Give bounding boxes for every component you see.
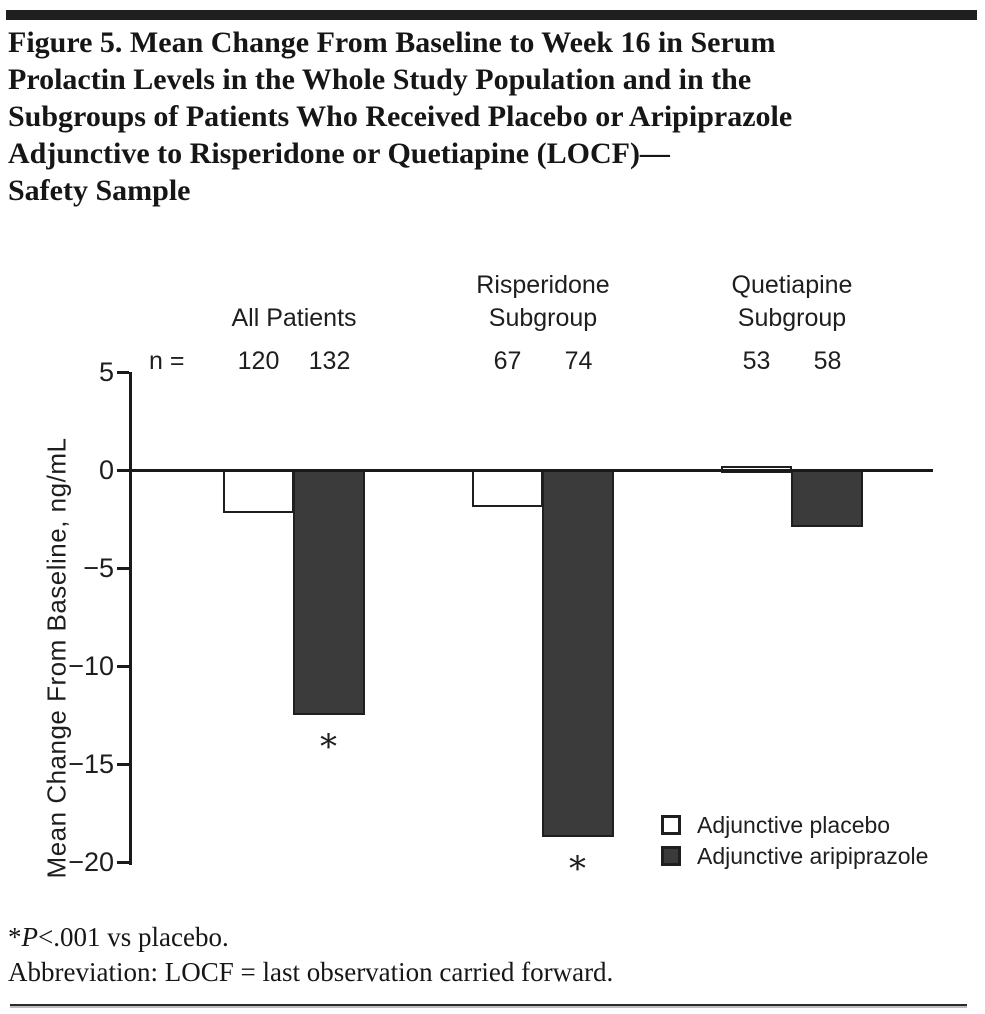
y-tick-label-1: 0 bbox=[98, 455, 114, 485]
bottom-rule bbox=[10, 1004, 967, 1006]
footnote-sig-p: P bbox=[21, 922, 39, 952]
y-tick-4 bbox=[117, 762, 129, 766]
y-tick-label-3: −10 bbox=[68, 651, 114, 681]
y-tick-label-0: 5 bbox=[98, 357, 114, 387]
sig-marker-group1: * bbox=[569, 848, 586, 889]
n-value-2-0: 53 bbox=[742, 347, 771, 375]
y-tick-label-5: −20 bbox=[68, 847, 114, 877]
group-label-2: Quetiapine Subgroup bbox=[731, 271, 853, 332]
y-tick-2 bbox=[117, 566, 129, 570]
n-value-0-1: 132 bbox=[308, 347, 351, 375]
top-rule bbox=[6, 10, 977, 20]
legend-swatch-filled bbox=[661, 846, 681, 866]
figure-title: Figure 5. Mean Change From Baseline to W… bbox=[8, 26, 793, 207]
footnote-sig-rest: <.001 vs placebo. bbox=[38, 922, 229, 952]
y-tick-label-4: −15 bbox=[68, 749, 114, 779]
n-row-label: n = bbox=[149, 347, 185, 375]
footnote-sig-marker: * bbox=[8, 922, 22, 952]
footnote-abbreviation: Abbreviation: LOCF = last observation ca… bbox=[8, 957, 614, 987]
group-label-0: All Patients bbox=[231, 304, 357, 332]
y-tick-3 bbox=[117, 664, 129, 668]
legend-label-0: Adjunctive placebo bbox=[697, 812, 891, 838]
group-label-1: Risperidone Subgroup bbox=[476, 271, 610, 332]
zero-baseline bbox=[129, 468, 933, 472]
legend-swatch-open bbox=[661, 815, 681, 835]
bar-aripiprazole-group2 bbox=[791, 470, 863, 527]
y-tick-5 bbox=[117, 860, 129, 864]
bar-aripiprazole-group1 bbox=[542, 470, 614, 837]
y-tick-0 bbox=[117, 370, 129, 374]
n-value-1-0: 67 bbox=[493, 347, 522, 375]
bar-aripiprazole-group0 bbox=[293, 470, 365, 715]
legend-label-1: Adjunctive aripiprazole bbox=[697, 843, 929, 869]
y-axis-line bbox=[129, 372, 132, 865]
footnote-significance: *P<.001 vs placebo. bbox=[8, 920, 968, 955]
y-tick-label-2: −5 bbox=[83, 553, 114, 583]
bar-placebo-group1 bbox=[472, 470, 543, 508]
figure-footnotes: *P<.001 vs placebo. Abbreviation: LOCF =… bbox=[8, 920, 968, 990]
y-tick-1 bbox=[117, 468, 129, 472]
bar-placebo-group0 bbox=[223, 470, 294, 514]
n-value-2-1: 58 bbox=[813, 347, 842, 375]
n-value-0-0: 120 bbox=[237, 347, 280, 375]
sig-marker-group0: * bbox=[320, 727, 337, 767]
n-value-1-1: 74 bbox=[564, 347, 593, 375]
